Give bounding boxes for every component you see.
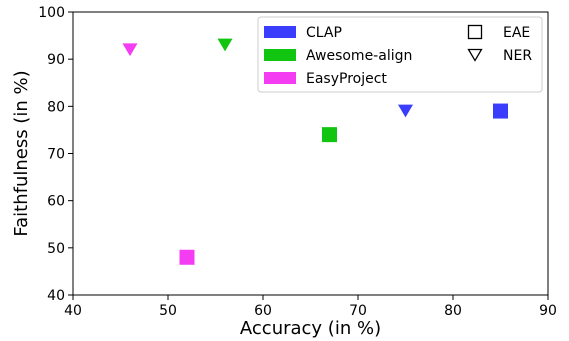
x-tick-label: 90 — [539, 303, 557, 319]
legend-marker-eae — [467, 24, 483, 40]
y-tick-label: 100 — [38, 5, 65, 21]
legend-swatch-clap — [264, 26, 296, 38]
data-point-awesome-align-eae — [322, 127, 337, 143]
y-tick-label: 40 — [47, 288, 65, 304]
legend-marker-ner — [467, 48, 483, 62]
axes: 40 50 60 70 80 90 40 50 60 70 80 90 100 — [38, 5, 557, 319]
x-tick-label: 40 — [64, 303, 82, 319]
legend-label-awesome-align: Awesome-align — [306, 48, 412, 64]
plot-area — [122, 38, 508, 265]
data-point-clap-ner — [398, 104, 413, 118]
y-tick-label: 60 — [47, 194, 65, 210]
legend-swatch-easyproject — [264, 72, 296, 84]
x-tick-label: 60 — [254, 303, 272, 319]
legend-label-eae: EAE — [503, 25, 530, 41]
y-tick-label: 80 — [47, 99, 65, 115]
y-tick-label: 90 — [47, 52, 65, 68]
legend-box — [257, 16, 543, 93]
data-point-easyproject-eae — [179, 249, 195, 265]
data-point-awesome-align-ner — [217, 38, 233, 52]
x-tick-label: 80 — [444, 303, 462, 319]
legend-swatch-awesome-align — [264, 49, 296, 61]
data-point-easyproject-ner — [122, 43, 138, 57]
legend: CLAP Awesome-align EasyProject EAE NER — [257, 16, 543, 93]
x-axis-title: Accuracy (in %) — [240, 318, 381, 339]
x-tick-label: 50 — [159, 303, 177, 319]
data-point-clap-eae — [493, 103, 508, 119]
y-tick-label: 70 — [47, 147, 65, 163]
y-axis-title: Faithfulness (in %) — [11, 70, 32, 236]
x-tick-label: 70 — [349, 303, 367, 319]
legend-label-easyproject: EasyProject — [306, 71, 387, 87]
y-tick-label: 50 — [47, 241, 65, 257]
legend-label-clap: CLAP — [306, 25, 342, 41]
legend-label-ner: NER — [503, 48, 532, 64]
